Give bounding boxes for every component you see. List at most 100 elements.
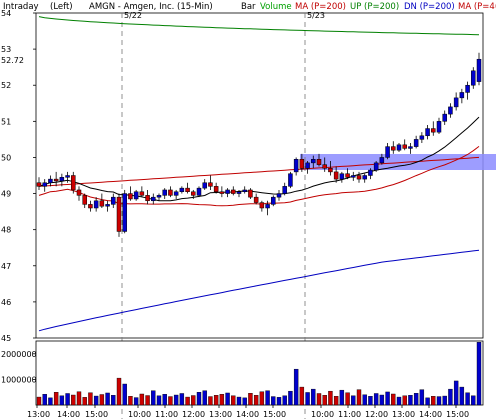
- candle-body: [202, 182, 207, 189]
- candle: [459, 88, 465, 104]
- last-price-label: 52.72: [1, 56, 24, 65]
- candle-body: [231, 189, 236, 194]
- candle-body: [373, 162, 379, 171]
- candle-body: [88, 204, 93, 209]
- candle: [208, 175, 213, 190]
- candle: [162, 188, 167, 199]
- candle-body: [225, 189, 230, 194]
- candle-body: [362, 175, 367, 180]
- price-y-ticks: 54 53 52 51 50 49 48 47 46 45: [1, 9, 36, 343]
- candle: [71, 171, 76, 194]
- candle: [476, 52, 482, 86]
- session-label-1: 5/22: [124, 11, 142, 20]
- price-y-tick-label: 54: [1, 9, 11, 18]
- candle-body: [133, 191, 139, 200]
- volume-bar: [316, 393, 322, 406]
- candle-body: [139, 191, 145, 196]
- candle: [465, 81, 470, 100]
- volume-panel-frame: [35, 340, 484, 406]
- volume-bar: [448, 388, 453, 406]
- volume-bar: [162, 394, 167, 406]
- candle-body: [185, 187, 190, 192]
- volume-bar: [431, 396, 436, 406]
- candle: [36, 177, 42, 190]
- candle: [116, 193, 122, 237]
- x-tick-label: 11:00: [338, 410, 361, 419]
- volume-bar: [391, 393, 396, 406]
- candle: [105, 200, 110, 212]
- candle: [128, 186, 133, 201]
- candle: [288, 171, 293, 189]
- candle-body: [402, 144, 407, 149]
- volume-bar: [328, 390, 333, 406]
- volume-bar: [185, 396, 190, 406]
- candle: [111, 193, 116, 208]
- candle: [93, 197, 99, 212]
- volume-bar: [265, 390, 270, 406]
- candle: [448, 103, 453, 118]
- candle-body: [419, 135, 425, 140]
- volume-bar: [111, 395, 116, 406]
- volume-bar: [145, 395, 150, 406]
- x-tick-label: 12:00: [365, 410, 388, 419]
- candle-body: [276, 193, 282, 198]
- volume-bar: [242, 397, 247, 406]
- volume-bar: [156, 395, 162, 406]
- candle: [48, 175, 53, 187]
- candle-body: [219, 191, 225, 194]
- candle: [442, 110, 447, 125]
- volume-bar: [282, 395, 287, 406]
- candle: [276, 189, 282, 201]
- candle-body: [151, 196, 156, 202]
- volume-bar: [168, 396, 173, 406]
- candle: [213, 182, 219, 194]
- candle: [396, 143, 402, 153]
- volume-bar: [276, 397, 282, 406]
- x-tick-label: 11:00: [155, 410, 178, 419]
- volume-bar: [208, 396, 213, 406]
- volume-bar: [151, 390, 156, 406]
- volume-bar: [288, 390, 293, 406]
- volume-bar: [425, 397, 430, 406]
- candle-body: [288, 173, 293, 187]
- candle-body: [293, 159, 299, 173]
- price-y-tick-label: 51: [1, 117, 11, 126]
- volume-bar: [351, 395, 356, 406]
- candle-body: [431, 128, 436, 133]
- candle-body: [453, 97, 459, 108]
- interval-label: Intraday: [3, 2, 39, 12]
- x-tick-label: 15:00: [446, 410, 469, 419]
- volume-bar: [179, 393, 185, 406]
- candle-body: [128, 193, 133, 200]
- volume-y-tick-label: 2000000: [1, 350, 37, 359]
- candle-body: [191, 191, 196, 196]
- price-y-tick-label: 52: [1, 81, 11, 90]
- candle-body: [385, 146, 390, 158]
- volume-bar: [76, 391, 82, 406]
- candle-body: [471, 70, 476, 86]
- candle-body: [271, 196, 276, 205]
- candle-body: [208, 182, 213, 187]
- candle: [133, 189, 139, 201]
- candle-body: [196, 187, 202, 196]
- price-panel-frame: [35, 12, 484, 339]
- x-ticks: 13:00 14:00 15:00 10:00 11:00 12:00 13:00 14:00…: [27, 405, 469, 419]
- candle-body: [351, 175, 356, 178]
- candle: [356, 171, 362, 183]
- candle: [53, 171, 59, 187]
- candle: [413, 135, 419, 149]
- candle-body: [242, 189, 247, 192]
- volume-bar: [173, 394, 179, 406]
- x-tick-label: 13:00: [209, 410, 232, 419]
- candle-body: [328, 168, 333, 173]
- candle: [42, 179, 47, 192]
- candle-body: [253, 196, 259, 203]
- candle: [242, 186, 247, 194]
- volume-bar: [436, 396, 442, 406]
- volume-bar: [128, 396, 133, 406]
- x-tick-label: 15:00: [263, 410, 286, 419]
- candle-body: [282, 186, 287, 194]
- candle-body: [259, 202, 265, 209]
- candle-body: [316, 159, 322, 165]
